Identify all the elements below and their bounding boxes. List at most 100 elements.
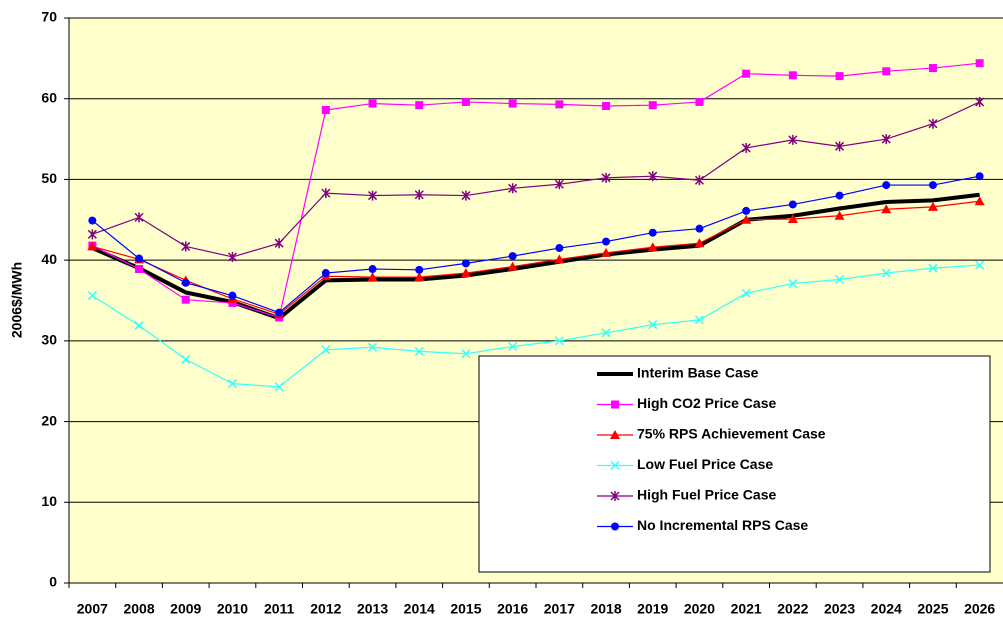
legend-label: Low Fuel Price Case [637,456,773,472]
data-point [227,379,237,389]
data-point [881,204,892,214]
data-point [134,212,144,223]
data-point [835,72,844,81]
x-tick-label: 2021 [731,601,762,617]
data-point [835,274,845,285]
data-point [135,254,144,263]
data-point [181,295,190,304]
data-point [788,200,797,209]
data-point [882,67,891,76]
data-point [274,238,284,249]
series-line [92,101,980,258]
data-point [87,241,98,251]
data-point [508,183,518,194]
data-point [601,172,611,183]
data-point [927,201,938,211]
x-tick-label: 2025 [917,601,948,617]
x-tick-label: 2014 [404,601,435,617]
data-point [554,336,564,346]
x-tick-label: 2015 [450,601,481,617]
series-line [92,264,980,388]
data-point [975,172,984,181]
y-tick-label: 40 [41,251,57,267]
data-point [602,237,611,246]
x-tick-label: 2017 [544,601,575,617]
data-point [787,213,798,223]
data-point [461,97,470,106]
data-point [601,328,611,338]
data-point [368,265,377,274]
data-point [928,181,937,190]
series-line [92,200,980,315]
data-point [228,291,237,300]
data-point [181,354,191,364]
data-point [602,101,611,110]
legend-label: High Fuel Price Case [637,487,776,503]
data-point [694,175,704,186]
data-point [741,142,751,153]
data-point [974,196,985,206]
data-point [274,382,284,392]
data-point [835,191,844,200]
data-point [321,188,331,199]
x-tick-label: 2009 [170,601,201,617]
data-point [741,288,751,298]
data-point [928,263,938,273]
legend-marker [611,400,619,409]
legend-label: High CO2 Price Case [637,395,776,411]
series-line [91,175,980,314]
legend-box [478,355,991,573]
y-axis-label: 2006$/MWh [9,262,25,338]
data-point [135,265,144,274]
data-point [975,96,985,107]
x-tick-label: 2013 [357,601,388,617]
x-tick-label: 2012 [310,601,341,617]
data-point [695,97,704,106]
legend-marker [610,491,620,501]
data-point [414,272,425,282]
y-tick-label: 70 [41,9,57,25]
data-point [928,118,938,129]
data-point [508,99,517,108]
data-point [554,254,565,264]
data-point [461,349,471,359]
data-point [834,210,845,220]
data-point [368,190,378,201]
x-tick-label: 2019 [637,601,668,617]
data-point [694,315,704,325]
data-point [275,308,284,317]
data-point [742,69,751,78]
y-tick-label: 10 [41,493,57,509]
data-point [88,216,97,225]
data-point [648,320,658,330]
x-tick-label: 2016 [497,601,528,617]
data-point [882,181,891,190]
data-point [414,189,424,200]
data-point [508,252,517,261]
data-point [975,59,984,68]
legend-label: Interim Base Case [637,365,759,381]
data-point [461,190,471,201]
data-point [881,134,891,145]
x-tick-label: 2023 [824,601,855,617]
legend-marker [610,430,620,439]
data-point [321,345,331,355]
data-point [881,268,891,278]
x-tick-label: 2024 [871,601,902,617]
data-point [555,100,564,109]
data-point [414,346,424,356]
data-point [648,101,657,110]
data-point [181,241,191,252]
y-tick-label: 50 [41,170,57,186]
data-point [647,242,658,252]
data-point [87,229,97,240]
data-point [835,141,845,152]
data-point [601,247,612,257]
y-tick-label: 60 [41,89,57,105]
data-point [368,342,378,352]
data-point [227,251,237,262]
data-point [321,269,330,278]
data-point [321,106,330,115]
data-point [181,278,190,287]
